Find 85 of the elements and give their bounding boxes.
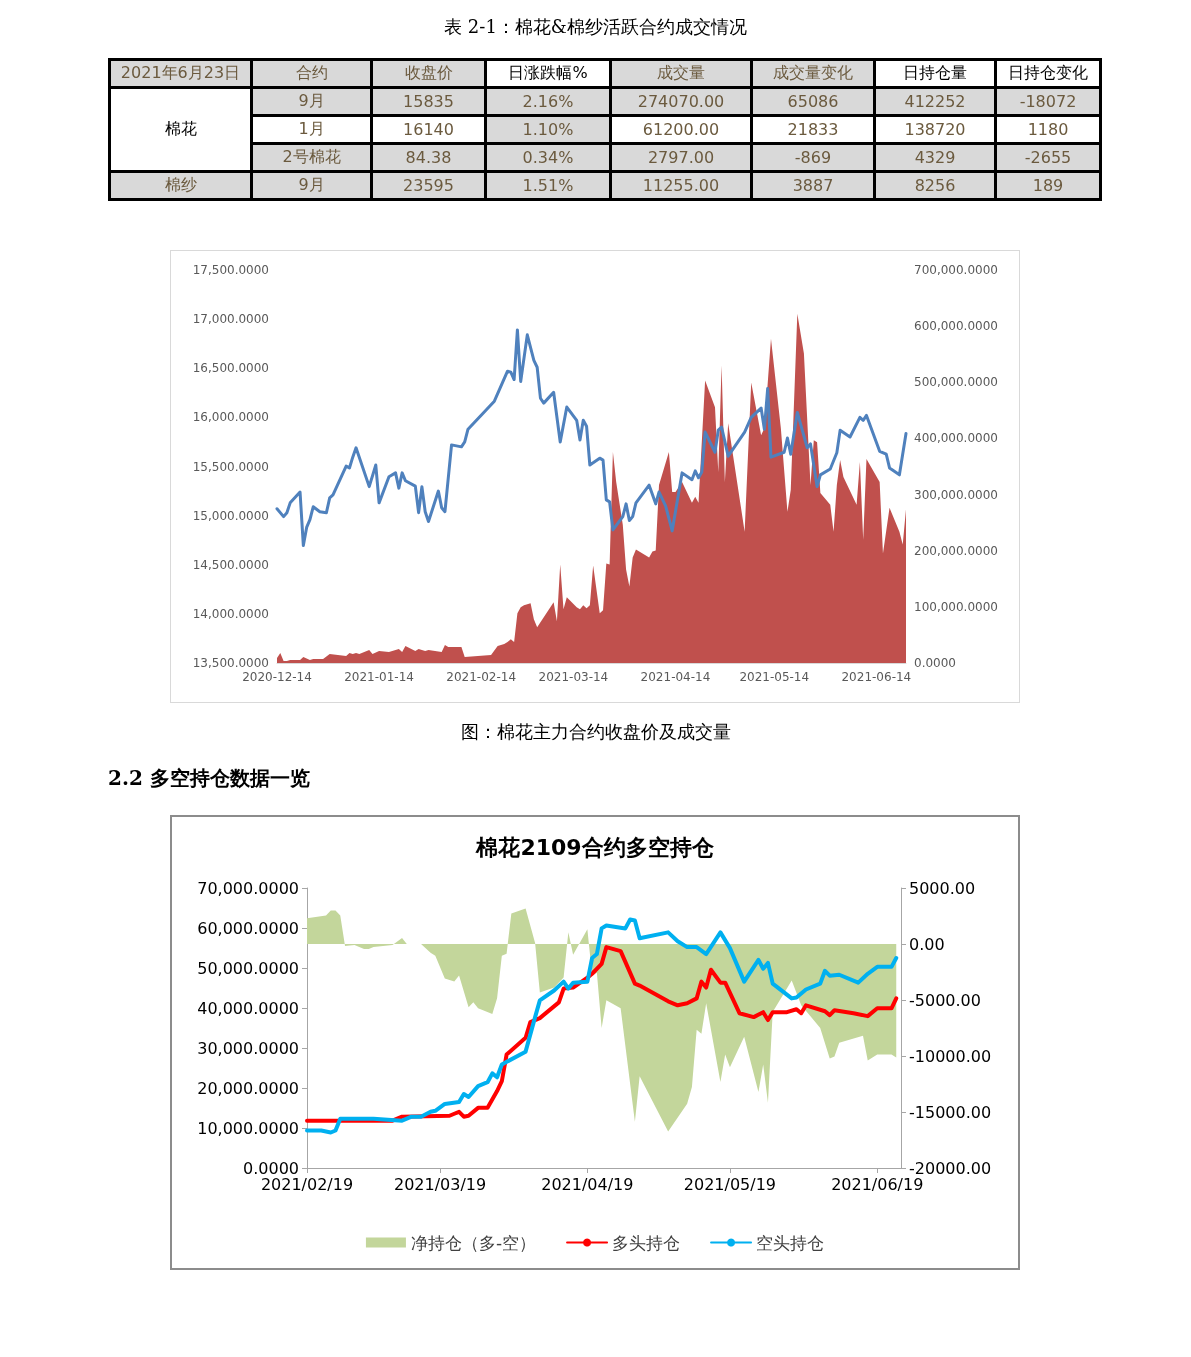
y2-tick-label: 0.0000 [914,656,956,670]
text: -869 [751,143,875,172]
text: 1180 [995,115,1101,144]
text: 0.34% [485,143,611,172]
text: 1.51% [485,171,611,200]
text: 2.2 多空持仓数据一览 [108,765,310,792]
y-tick-label: 20,000.0000 [197,1078,299,1098]
y2-tick-label: 500,000.0000 [914,375,998,390]
text: 2号棉花 [251,143,372,172]
text: 图：棉花主力合约收盘价及成交量 [459,720,732,744]
text: 日持仓量 [874,59,996,88]
text: 4329 [874,143,996,172]
x-tick-label: 2021-01-14 [344,670,414,684]
y-tick-label: 60,000.0000 [197,918,299,938]
text: 成交量 [610,59,752,88]
x-tick-label: 2021/05/19 [683,1174,777,1194]
chart-title: 棉花2109合约多空持仓 [475,834,715,860]
text: 84.38 [371,143,486,172]
x-tick-label: 2021-03-14 [538,670,609,684]
text: 16140 [371,115,486,144]
y-tick-label: 16,000.0000 [192,410,269,425]
y2-tick-label: 600,000.0000 [914,319,998,334]
text: 8256 [874,171,996,200]
text: 1月 [251,115,372,144]
text: 15835 [371,87,486,116]
y2-tick-label: -15000.00 [909,1102,992,1122]
text: 日涨跌幅% [485,59,611,88]
y2-tick-label: -10000.00 [909,1046,992,1066]
text: 成交量变化 [751,59,875,88]
y2-tick-label: -5000.00 [909,990,981,1010]
y-tick-label: 16,500.0000 [192,361,269,376]
text: 23595 [371,171,486,200]
x-tick-label: 2021/04/19 [541,1174,634,1194]
text: 189 [995,171,1101,200]
x-tick-label: 2021-02-14 [446,670,517,684]
text: 1.10% [485,115,611,144]
text: 412252 [874,87,996,116]
y-tick-label: 14,500.0000 [192,557,269,572]
y-tick-label: 15,500.0000 [192,459,269,474]
y2-tick-label: 5000.00 [909,878,976,898]
y2-tick-label: 400,000.0000 [914,431,998,446]
line-series [275,328,908,548]
text: 3887 [751,171,875,200]
text: 9月 [251,87,372,116]
y2-tick-label: 200,000.0000 [914,543,998,558]
y-tick-label: 15,000.0000 [192,508,269,523]
y-tick-label: 40,000.0000 [197,998,299,1018]
text: 表 2-1：棉花&棉纱活跃合约成交情况 [443,15,748,39]
text: 2021年6月23日 [109,59,252,88]
legend-label: 空头持仓 [756,1232,825,1253]
text: 合约 [251,59,372,88]
x-tick-label: 2021-05-14 [739,670,810,684]
text: 日持仓变化 [995,59,1101,88]
y2-tick-label: 700,000.0000 [914,263,998,277]
text: 收盘价 [371,59,486,88]
y-tick-label: 10,000.0000 [197,1118,299,1138]
text: -2655 [995,143,1101,172]
y2-tick-label: 0.00 [909,934,945,954]
legend-label: 净持仓（多-空） [410,1232,537,1253]
text: 65086 [751,87,875,116]
x-tick-label: 2020-12-14 [242,670,312,684]
y-tick-label: 13,500.0000 [192,656,269,670]
text: 2797.00 [610,143,752,172]
y-tick-label: 17,500.0000 [192,263,269,277]
text: 21833 [751,115,875,144]
y2-tick-label: 100,000.0000 [914,599,998,614]
y-tick-label: 70,000.0000 [197,878,299,898]
text: 2.16% [485,87,611,116]
x-tick-label: 2021-04-14 [640,670,711,684]
text: 棉花 [109,87,252,172]
y-tick-label: 50,000.0000 [197,958,299,978]
y-tick-label: 17,000.0000 [192,312,269,327]
x-tick-label: 2021-06-14 [841,670,912,684]
y2-tick-label: 300,000.0000 [914,487,998,502]
text: 138720 [874,115,996,144]
text: 9月 [251,171,372,200]
x-tick-label: 2021/03/19 [393,1174,487,1194]
text: 274070.00 [610,87,752,116]
text: 棉纱 [109,171,252,200]
text: -18072 [995,87,1101,116]
y-tick-label: 14,000.0000 [192,606,269,621]
text: 61200.00 [610,115,752,144]
y-tick-label: 30,000.0000 [197,1038,299,1058]
text: 11255.00 [610,171,752,200]
legend-label: 多头持仓 [612,1232,681,1253]
